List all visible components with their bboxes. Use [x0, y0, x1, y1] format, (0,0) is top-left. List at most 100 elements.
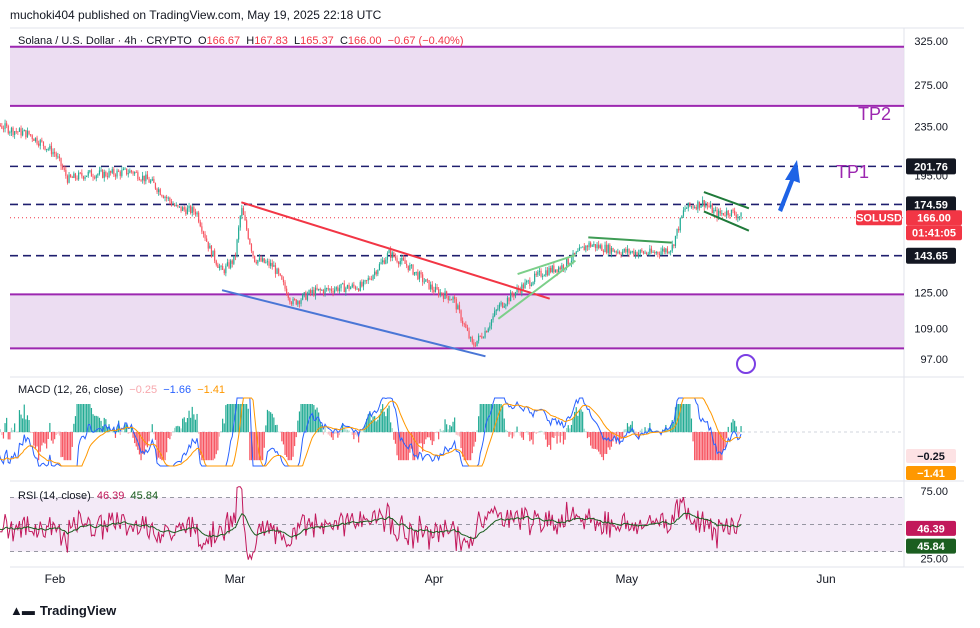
candle-body — [676, 228, 678, 236]
price-axis-label: 275.00 — [914, 80, 948, 92]
tp2-label: TP2 — [858, 104, 891, 124]
macd-histogram-bar — [44, 432, 46, 444]
macd-histogram-bar — [398, 432, 400, 461]
macd-histogram-bar — [598, 432, 600, 452]
macd-histogram-bar — [455, 432, 457, 435]
macd-histogram-bar — [537, 432, 539, 433]
candle-body — [457, 305, 459, 310]
candle-body — [241, 208, 243, 217]
price-axis-label: 125.00 — [914, 287, 948, 299]
candle-body — [358, 288, 360, 291]
candle-body — [708, 205, 710, 208]
macd-histogram-bar — [486, 404, 488, 433]
macd-histogram-bar — [713, 432, 715, 461]
macd-legend: MACD (12, 26, close) −0.25 −1.66 −1.41 — [18, 384, 225, 396]
level-174-badge-bg — [906, 196, 956, 213]
candle-body — [546, 270, 549, 276]
macd-histogram-bar — [47, 432, 49, 440]
candle-body — [393, 252, 395, 257]
macd-histogram-bar — [641, 428, 643, 433]
macd-histogram-bar — [726, 432, 728, 439]
candle-body — [642, 251, 645, 254]
macd-histogram-bar — [175, 426, 177, 433]
macd-histogram-bar — [430, 432, 432, 441]
candle-body — [486, 331, 488, 333]
candle-body — [490, 319, 493, 326]
candle-body — [588, 242, 590, 248]
macd-histogram-bar — [596, 432, 598, 450]
candle-body — [124, 168, 126, 170]
macd-histogram-bar — [150, 432, 152, 433]
macd-histogram-bar — [127, 432, 129, 434]
macd-histogram-bar — [215, 432, 217, 455]
macd-histogram-bar — [724, 432, 726, 448]
candle-body — [641, 249, 643, 252]
macd-histogram-bar — [481, 404, 483, 433]
macd-histogram-bar — [383, 411, 385, 433]
macd-histogram-bar — [233, 404, 235, 433]
macd-histogram-bar — [577, 415, 579, 433]
macd-histogram-bar — [540, 430, 542, 433]
macd-histogram-bar — [554, 432, 557, 436]
macd-histogram-bar — [39, 432, 41, 452]
macd-histogram-bar — [126, 424, 128, 433]
open-value: 166.67 — [206, 35, 241, 47]
macd-histogram-bar — [298, 411, 301, 433]
candle-body — [545, 270, 547, 276]
macd-histogram-bar — [346, 429, 349, 433]
macd-histogram-bar — [159, 432, 161, 459]
candle-body — [225, 265, 227, 274]
macd-histogram-bar — [196, 413, 198, 433]
candle-body — [433, 289, 435, 293]
candle-body — [310, 290, 312, 293]
macd-histogram-bar — [604, 432, 606, 454]
macd-histogram-bar — [420, 432, 422, 444]
candle-body — [622, 251, 624, 256]
macd-histogram-bar — [718, 432, 720, 461]
candle-body — [692, 206, 694, 208]
candle-body — [111, 169, 113, 173]
macd-histogram-bar — [281, 432, 283, 442]
macd-histogram-bar — [226, 404, 229, 433]
candle-body — [470, 337, 472, 339]
macd-histogram-bar — [602, 432, 605, 461]
macd-histogram-bar — [591, 432, 593, 449]
candle-body — [577, 250, 579, 252]
candle-body — [402, 257, 405, 261]
macd-histogram-bar — [236, 404, 238, 433]
macd-histogram-bar — [114, 432, 117, 438]
macd-histogram-bar — [154, 432, 157, 440]
candle-body — [58, 156, 61, 158]
candle-body — [356, 288, 358, 290]
macd-histogram-bar — [386, 408, 389, 433]
macd-histogram-bar — [65, 432, 67, 461]
candle-body — [364, 280, 366, 282]
candle-body — [612, 248, 614, 252]
candle-body — [244, 214, 246, 221]
macd-histogram-bar — [694, 432, 696, 461]
macd-histogram-bar — [646, 430, 648, 433]
macd-histogram-bar — [700, 432, 702, 461]
macd-histogram-bar — [391, 428, 393, 433]
candle-body — [484, 331, 486, 338]
candle-body — [382, 260, 384, 263]
candle-body — [18, 128, 21, 132]
macd-line — [0, 397, 742, 467]
macd-histogram-bar — [378, 414, 381, 433]
rsi-line — [0, 486, 742, 561]
high-label: H — [246, 35, 255, 47]
macd-histogram-bar — [183, 417, 185, 433]
macd-histogram-bar — [258, 432, 261, 461]
candle-body — [210, 245, 213, 257]
macd-histogram-bar — [31, 432, 33, 434]
macd-histogram-bar — [460, 432, 462, 449]
macd-histogram-bar — [706, 432, 709, 461]
candle-body — [737, 216, 739, 219]
candle-body — [618, 251, 621, 254]
level-201-badge: 201.76 — [914, 161, 948, 173]
candle-body — [0, 124, 1, 126]
tradingview-ideas-icon[interactable] — [736, 354, 756, 374]
macd-histogram-bar — [206, 432, 208, 461]
macd-histogram-bar — [471, 432, 473, 454]
